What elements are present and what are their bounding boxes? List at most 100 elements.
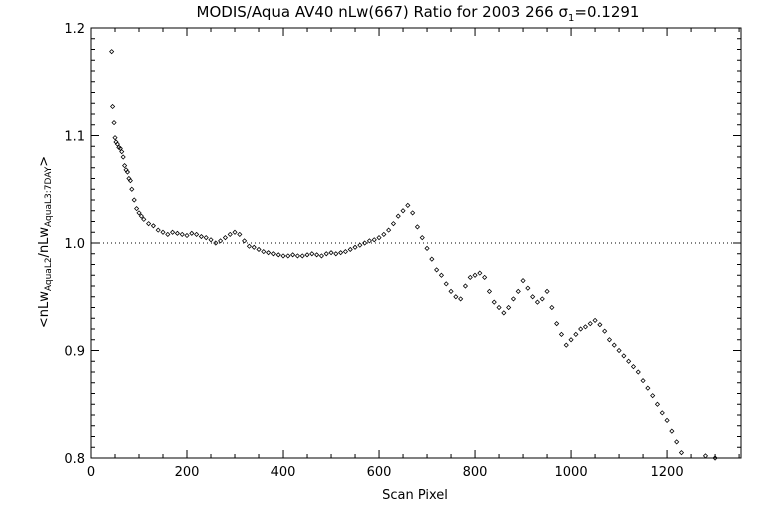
y-tick-label: 1.2 [64, 22, 85, 37]
data-point [539, 296, 545, 302]
data-point [534, 299, 541, 305]
data-point [525, 285, 531, 291]
data-point [654, 401, 661, 407]
data-point [155, 227, 161, 233]
x-axis-ticks: 0 200 400 600 800 1000 1200 [87, 28, 740, 480]
data-point [448, 288, 454, 294]
x-axis-label: Scan Pixel [382, 488, 448, 503]
data-point [314, 252, 320, 258]
data-point [232, 229, 238, 235]
data-point [165, 231, 171, 237]
data-point [290, 252, 296, 258]
x-tick-label: 0 [87, 465, 95, 480]
chart-title-main: MODIS/Aqua AV40 nLw(667) Ratio for 2003 … [197, 3, 569, 21]
data-point [138, 213, 144, 219]
data-point [458, 296, 464, 302]
data-point [467, 274, 473, 280]
data-point [117, 145, 123, 151]
x-tick-label: 1200 [651, 465, 684, 480]
y-label-sub1: AquaL2 [44, 257, 54, 291]
data-point [650, 393, 656, 399]
data-point [501, 310, 507, 316]
data-point [597, 322, 603, 328]
y-tick-label: 0.9 [64, 345, 85, 360]
data-point [275, 252, 281, 258]
data-point [280, 253, 286, 259]
data-point [482, 274, 488, 280]
data-point [626, 358, 632, 364]
data-point [179, 231, 185, 237]
data-point [616, 347, 622, 354]
y-tick-label: 1.0 [64, 237, 85, 252]
data-point [146, 221, 152, 227]
data-point [246, 243, 252, 249]
data-point [357, 242, 363, 248]
data-point [218, 238, 224, 244]
data-point [659, 410, 665, 416]
data-point [371, 237, 377, 243]
data-point [294, 253, 300, 259]
data-point [136, 210, 142, 216]
data-point [256, 246, 262, 253]
data-point [342, 249, 348, 255]
data-point [664, 417, 670, 423]
data-point [477, 270, 483, 276]
data-point [184, 232, 190, 239]
data-point [602, 328, 608, 334]
data-point [112, 135, 118, 141]
data-point [127, 178, 133, 184]
data-point [558, 331, 565, 337]
data-point [124, 169, 131, 175]
data-point [544, 288, 550, 294]
data-point [328, 250, 334, 256]
data-point [554, 321, 560, 327]
data-point [261, 249, 267, 255]
data-point [400, 208, 406, 214]
data-point [645, 385, 651, 391]
data-point [438, 272, 445, 278]
data-point [266, 250, 272, 256]
y-label-open: <nLw [37, 291, 52, 328]
data-point [578, 326, 584, 332]
y-label-mid: /nLw [37, 227, 52, 258]
data-point [424, 245, 430, 251]
data-point [110, 103, 116, 110]
data-point [606, 337, 613, 343]
data-point [592, 317, 598, 323]
y-axis-ticks: 0.8 0.9 1.0 1.1 1.2 [64, 22, 741, 467]
y-axis-label: <nLwAquaL2/nLwAquaL3:7DAY> [37, 156, 54, 328]
data-point [640, 378, 646, 384]
data-point [120, 154, 126, 160]
data-point [587, 321, 593, 327]
data-point [150, 223, 156, 229]
data-point [318, 253, 324, 259]
y-tick-label: 1.1 [64, 130, 85, 145]
data-point [304, 252, 310, 258]
data-point [530, 294, 536, 300]
data-point [429, 256, 435, 262]
data-point [515, 288, 521, 294]
data-point [366, 238, 372, 244]
data-point [352, 244, 358, 250]
chart-title-sigma-value: =0.1291 [574, 3, 639, 21]
data-point [299, 253, 305, 259]
data-point [309, 251, 315, 257]
data-point [122, 163, 128, 169]
data-point [491, 299, 497, 305]
data-point [386, 227, 392, 233]
data-point [134, 206, 140, 212]
data-point [160, 229, 166, 235]
data-point [362, 240, 368, 246]
data-point [119, 149, 125, 155]
data-point [405, 202, 411, 208]
data-point [410, 210, 416, 216]
y-tick-label: 0.8 [64, 452, 85, 467]
data-point [635, 369, 641, 375]
data-point [251, 244, 257, 250]
data-point [227, 231, 233, 237]
data-point [414, 224, 421, 230]
data-point [520, 278, 526, 284]
data-point [568, 337, 574, 343]
data-point [347, 246, 353, 253]
